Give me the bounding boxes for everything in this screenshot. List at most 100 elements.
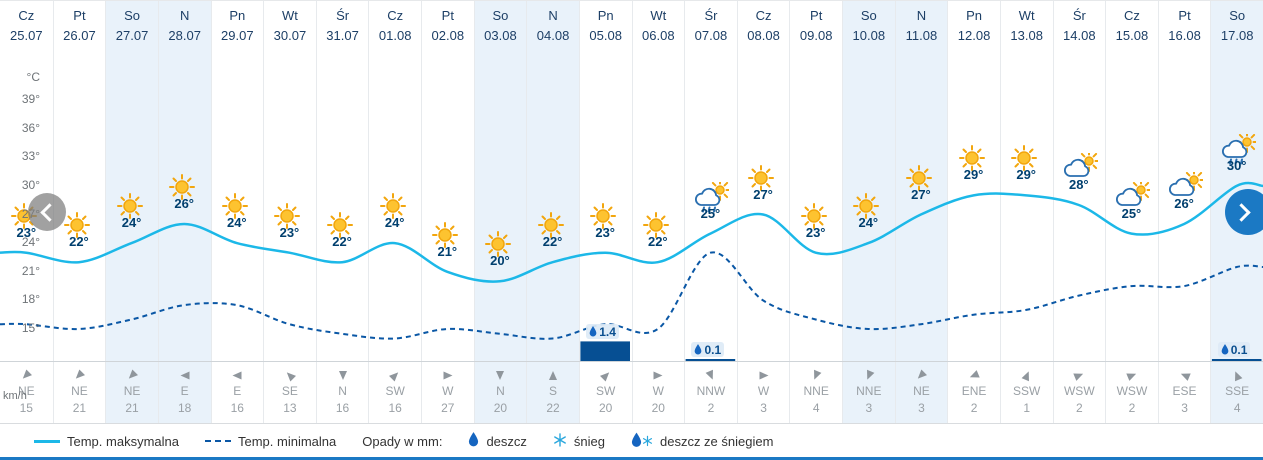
wind-speed-label: 15 [19,401,33,415]
day-label: Wt [650,8,667,23]
prev-days-button[interactable] [28,193,66,231]
day-label: Cz [755,8,772,23]
wind-speed-label: 22 [546,401,560,415]
wind-speed-label: 4 [812,401,820,415]
wind-direction-label: W [442,384,454,398]
wind-direction-arrow [264,367,316,382]
wind-speed-label: 2 [707,401,715,415]
bottom-accent-bar [0,457,1263,460]
day-column[interactable]: Cz 01.08 SW 16 [368,1,421,423]
wind-direction-label: W [757,384,770,398]
legend-max-label: Temp. maksymalna [67,433,179,449]
legend-rain-snow-label: deszcz ze śniegiem [659,433,774,449]
wind-direction-arrow [475,367,527,380]
wind-direction-arrow [1001,367,1053,382]
day-label: Cz [18,8,35,23]
day-column[interactable]: So 27.07 NE 21 [105,1,158,423]
wind-speed-label: 21 [72,401,87,415]
date-label: 01.08 [378,28,412,43]
legend-item-snow: śnieg [553,432,605,450]
day-label: Pn [229,8,246,23]
snowflake-icon [553,432,567,450]
day-label: So [124,8,141,23]
day-column[interactable]: Pn 29.07 E 16 [210,1,264,423]
wind-direction-arrow [685,367,737,382]
wind-speed-label: 16 [388,401,402,415]
wind-speed-label: 2 [1128,401,1136,415]
date-label: 28.07 [168,28,201,43]
day-column[interactable]: Śr 07.08 NNW 2 [684,1,737,423]
date-label: 26.07 [63,28,96,43]
wind-direction-label: E [233,384,242,398]
day-column[interactable]: Śr 31.07 N 16 [315,1,369,423]
day-label: Śr [1072,8,1086,23]
date-label: 16.08 [1168,28,1201,43]
date-label: 15.08 [1115,28,1149,43]
wind-direction-label: W [652,384,664,398]
next-days-button[interactable] [1225,189,1263,235]
day-column[interactable]: Pn 12.08 ENE 2 [947,1,1000,423]
day-column[interactable]: Śr 14.08 WSW 2 [1052,1,1106,423]
day-column[interactable]: Wt 30.07 SE 13 [263,1,316,423]
day-column[interactable]: Wt 13.08 SSW 1 [999,1,1053,423]
wind-direction-arrow [633,367,685,380]
wind-direction-arrow [1159,367,1211,381]
day-column[interactable]: Wt 06.08 W 20 [631,1,685,423]
wind-speed-label: 4 [1233,401,1241,415]
wind-direction-label: NE [123,384,141,398]
wind-speed-label: 27 [441,401,455,415]
chevron-left-icon [40,202,59,222]
day-column[interactable]: Cz 08.08 W 3 [736,1,790,423]
day-column[interactable]: Pt 02.08 W 27 [421,1,474,423]
day-column[interactable]: Cz 15.08 WSW 2 [1105,1,1158,423]
day-column[interactable]: Cz 25.07 NE 15 [0,1,53,423]
legend-rain-label: deszcz [486,433,527,449]
date-label: 02.08 [431,28,465,43]
day-column[interactable]: So 10.08 NNE 3 [842,1,895,423]
wind-direction-label: SE [281,384,298,398]
day-label: So [860,8,877,23]
wind-direction-arrow [54,367,106,382]
wind-direction-arrow [948,367,1000,381]
wind-direction-arrow [580,367,632,382]
wind-direction-label: NNE [803,384,829,398]
legend-precip-title: Opady w mm: [362,434,442,449]
day-label: Cz [1123,8,1140,23]
wind-direction-arrow [369,367,421,382]
wind-speed-label: 16 [335,401,350,415]
day-column[interactable]: N 04.08 S 22 [526,1,579,423]
date-label: 03.08 [484,28,517,43]
legend-item-max: Temp. maksymalna [34,434,179,449]
wind-direction-label: ENE [961,384,987,398]
day-column[interactable]: N 28.07 E 18 [157,1,211,423]
day-label: Pn [597,8,614,23]
day-label: So [492,8,509,23]
wind-direction-arrow [1106,367,1158,381]
min-temp-line-sample [204,440,231,442]
day-label: Wt [281,8,298,23]
max-temp-line-sample [34,439,60,443]
wind-direction-arrow [1211,367,1263,382]
wind-direction-label: NNE [856,384,882,398]
day-column[interactable]: N 11.08 NE 3 [894,1,948,423]
day-column[interactable]: Pt 09.08 NNE 4 [789,1,842,423]
day-column[interactable]: Pn 05.08 SW 20 [578,1,632,423]
wind-speed-label: 1 [1023,401,1031,415]
wind-speed-label: 2 [1075,401,1083,415]
day-column[interactable]: Pt 16.08 ESE 3 [1157,1,1211,423]
date-label: 08.08 [747,28,780,43]
wind-direction-label: SW [596,384,616,398]
legend: Temp. maksymalna Temp. minimalna Opady w… [0,423,1263,458]
wind-unit-label: km/h [3,390,27,402]
day-column[interactable]: So 03.08 N 20 [473,1,527,423]
wind-direction-label: WSW [1063,384,1095,398]
wind-direction-label: ESE [1172,384,1197,398]
wind-direction-arrow [738,367,790,380]
rain-drop-icon [468,432,479,450]
date-label: 14.08 [1063,28,1096,43]
wind-speed-label: 3 [918,401,925,415]
date-label: 13.08 [1010,28,1043,43]
wind-speed-label: 18 [178,401,192,415]
wind-speed-label: 20 [599,401,613,415]
